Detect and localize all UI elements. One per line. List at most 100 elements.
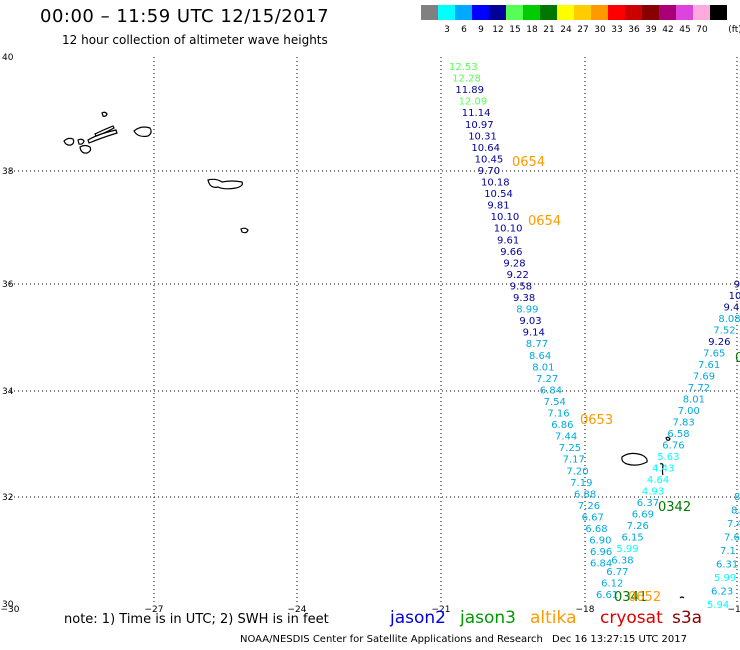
legend-label: 12	[492, 25, 504, 35]
swh-value-track-a: 8.77	[526, 339, 548, 350]
swh-value-track-b: 6.58	[667, 429, 689, 440]
swh-value-track-a: 12.53	[449, 62, 478, 73]
legend-swatch	[540, 5, 557, 20]
swh-value-track-a: 6.90	[589, 536, 611, 547]
legend-unit: (ft)	[728, 25, 740, 35]
swh-value-track-a: 6.67	[582, 512, 604, 523]
map-subtitle: 12 hour collection of altimeter wave hei…	[62, 33, 328, 47]
swh-value-track-a: 10.18	[481, 178, 510, 189]
lon-tick-label: −15	[728, 605, 740, 615]
swh-value-track-b: 9.4	[724, 303, 740, 314]
swh-value-track-b: 6.15	[622, 533, 644, 544]
legend-swatch	[557, 5, 574, 20]
pass-time-label: 0342	[658, 500, 691, 515]
swh-value-track-b: 8.08	[718, 314, 740, 325]
swh-value-track-c: 6.31	[716, 560, 738, 571]
satellite-name: altika	[530, 608, 577, 628]
satellite-name: jason3	[460, 608, 516, 628]
lon-tick-label: −24	[288, 605, 307, 615]
swh-value-track-a: 9.14	[523, 328, 545, 339]
legend-swatch	[455, 5, 472, 20]
swh-value-track-a: 6.86	[551, 420, 573, 431]
swh-value-track-a: 6.68	[585, 524, 607, 535]
swh-value-track-b: 9.26	[708, 337, 730, 348]
swh-value-track-a: 10.97	[465, 120, 494, 131]
swh-value-track-b: 6.12	[601, 579, 623, 590]
swh-value-track-b: 6.38	[611, 556, 633, 567]
swh-value-track-a: 9.38	[513, 293, 535, 304]
swh-value-track-a: 8.99	[516, 305, 538, 316]
legend-swatch	[608, 5, 625, 20]
legend-swatch	[523, 5, 540, 20]
swh-value-track-a: 11.14	[462, 108, 491, 119]
swh-value-track-a: 10.10	[494, 224, 523, 235]
legend-label: 27	[577, 25, 589, 35]
swh-value-track-a: 9.70	[478, 166, 500, 177]
swh-value-track-b: 5.63	[657, 452, 679, 463]
pass-time-label: 0652	[628, 590, 661, 605]
legend-swatch	[472, 5, 489, 20]
swh-value-track-a: 10.10	[491, 212, 520, 223]
swh-value-track-b: 9	[734, 280, 740, 291]
legend-label: 30	[594, 25, 606, 35]
legend-label: 36	[628, 25, 640, 35]
swh-value-track-a: 10.54	[484, 189, 513, 200]
swh-value-track-a: 10.45	[475, 154, 504, 165]
map-title: 00:00 – 11:59 UTC 12/15/2017	[40, 6, 330, 27]
island-selvagens	[679, 596, 685, 599]
island-madeira	[621, 452, 648, 466]
lat-tick-label: 34	[2, 387, 14, 397]
lat-tick-label: 32	[2, 493, 13, 503]
swh-value-track-b: 5.99	[616, 544, 638, 555]
swh-value-track-b: 7.83	[673, 418, 695, 429]
pass-time-label: 0654	[528, 214, 561, 229]
legend-label: 42	[662, 25, 674, 35]
legend-swatch	[574, 5, 591, 20]
swh-value-track-b: 7.61	[698, 360, 720, 371]
island-sao-jorge	[94, 125, 115, 137]
swh-value-track-b: 4.64	[647, 475, 669, 486]
swh-value-track-b: 7.52	[713, 326, 735, 337]
pass-time-label: 0341	[614, 590, 647, 605]
legend-label: 70	[696, 25, 708, 35]
island-santa-maria	[240, 227, 249, 234]
lon-tick-label: −30	[1, 605, 20, 615]
lat-tick-label: 38	[2, 167, 14, 177]
swh-value-track-b: 7.26	[627, 521, 649, 532]
swh-value-track-a: 9.66	[500, 247, 522, 258]
lon-tick-label: −27	[145, 605, 164, 615]
swh-value-track-a: 8.01	[532, 362, 554, 373]
swh-value-track-a: 11.89	[455, 85, 484, 96]
legend-label: 9	[478, 25, 484, 35]
pass-time-label: 0654	[512, 155, 545, 170]
swh-value-track-a: 7.26	[578, 501, 600, 512]
swh-value-track-a: 9.28	[503, 258, 525, 269]
swh-value-track-b: 7.72	[688, 383, 710, 394]
legend-label: 39	[645, 25, 657, 35]
legend-label: 15	[509, 25, 521, 35]
swh-value-track-a: 10.31	[468, 131, 497, 142]
island-flores	[63, 137, 75, 146]
legend-swatch	[591, 5, 608, 20]
island-porto-santo	[659, 463, 664, 476]
legend-swatch	[506, 5, 523, 20]
swh-value-track-b: 4.93	[642, 487, 664, 498]
swh-value-track-a: 7.20	[566, 466, 588, 477]
legend-swatch	[642, 5, 659, 20]
swh-value-track-c: 7.4	[727, 519, 740, 530]
legend-swatch	[659, 5, 676, 20]
legend-swatch	[438, 5, 455, 20]
azores-islands	[63, 111, 685, 599]
axis-labels: −30 −27 −24 −21 −18 −15 40 38 36 34 32 30	[1, 53, 740, 615]
legend-swatch	[625, 5, 642, 20]
wave-observations: 12.5312.2811.8912.0911.1410.9710.3110.64…	[449, 62, 740, 611]
swh-value-track-c: 8	[734, 492, 740, 503]
swh-value-track-b: 6.76	[662, 441, 684, 452]
island-small-a	[101, 111, 108, 117]
legend-label: 21	[543, 25, 555, 35]
swh-value-track-a: 9.61	[497, 235, 519, 246]
pass-time-label: 0	[735, 351, 740, 366]
satellite-name: s3a	[672, 608, 703, 628]
swh-value-track-a: 6.84	[540, 385, 562, 396]
swh-value-track-b: 4.43	[652, 464, 674, 475]
